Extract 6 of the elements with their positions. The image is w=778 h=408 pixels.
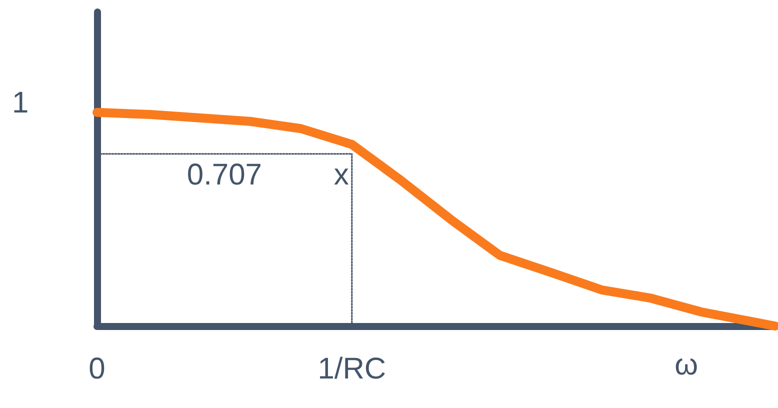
x-axis-title: ω <box>674 348 698 382</box>
text: 1 <box>12 86 29 120</box>
annotation: 0.707 <box>186 158 262 192</box>
x-tick-label: 0 <box>88 352 106 386</box>
annotation: x <box>334 158 349 192</box>
x-tick-label: 1/RC <box>318 352 386 386</box>
